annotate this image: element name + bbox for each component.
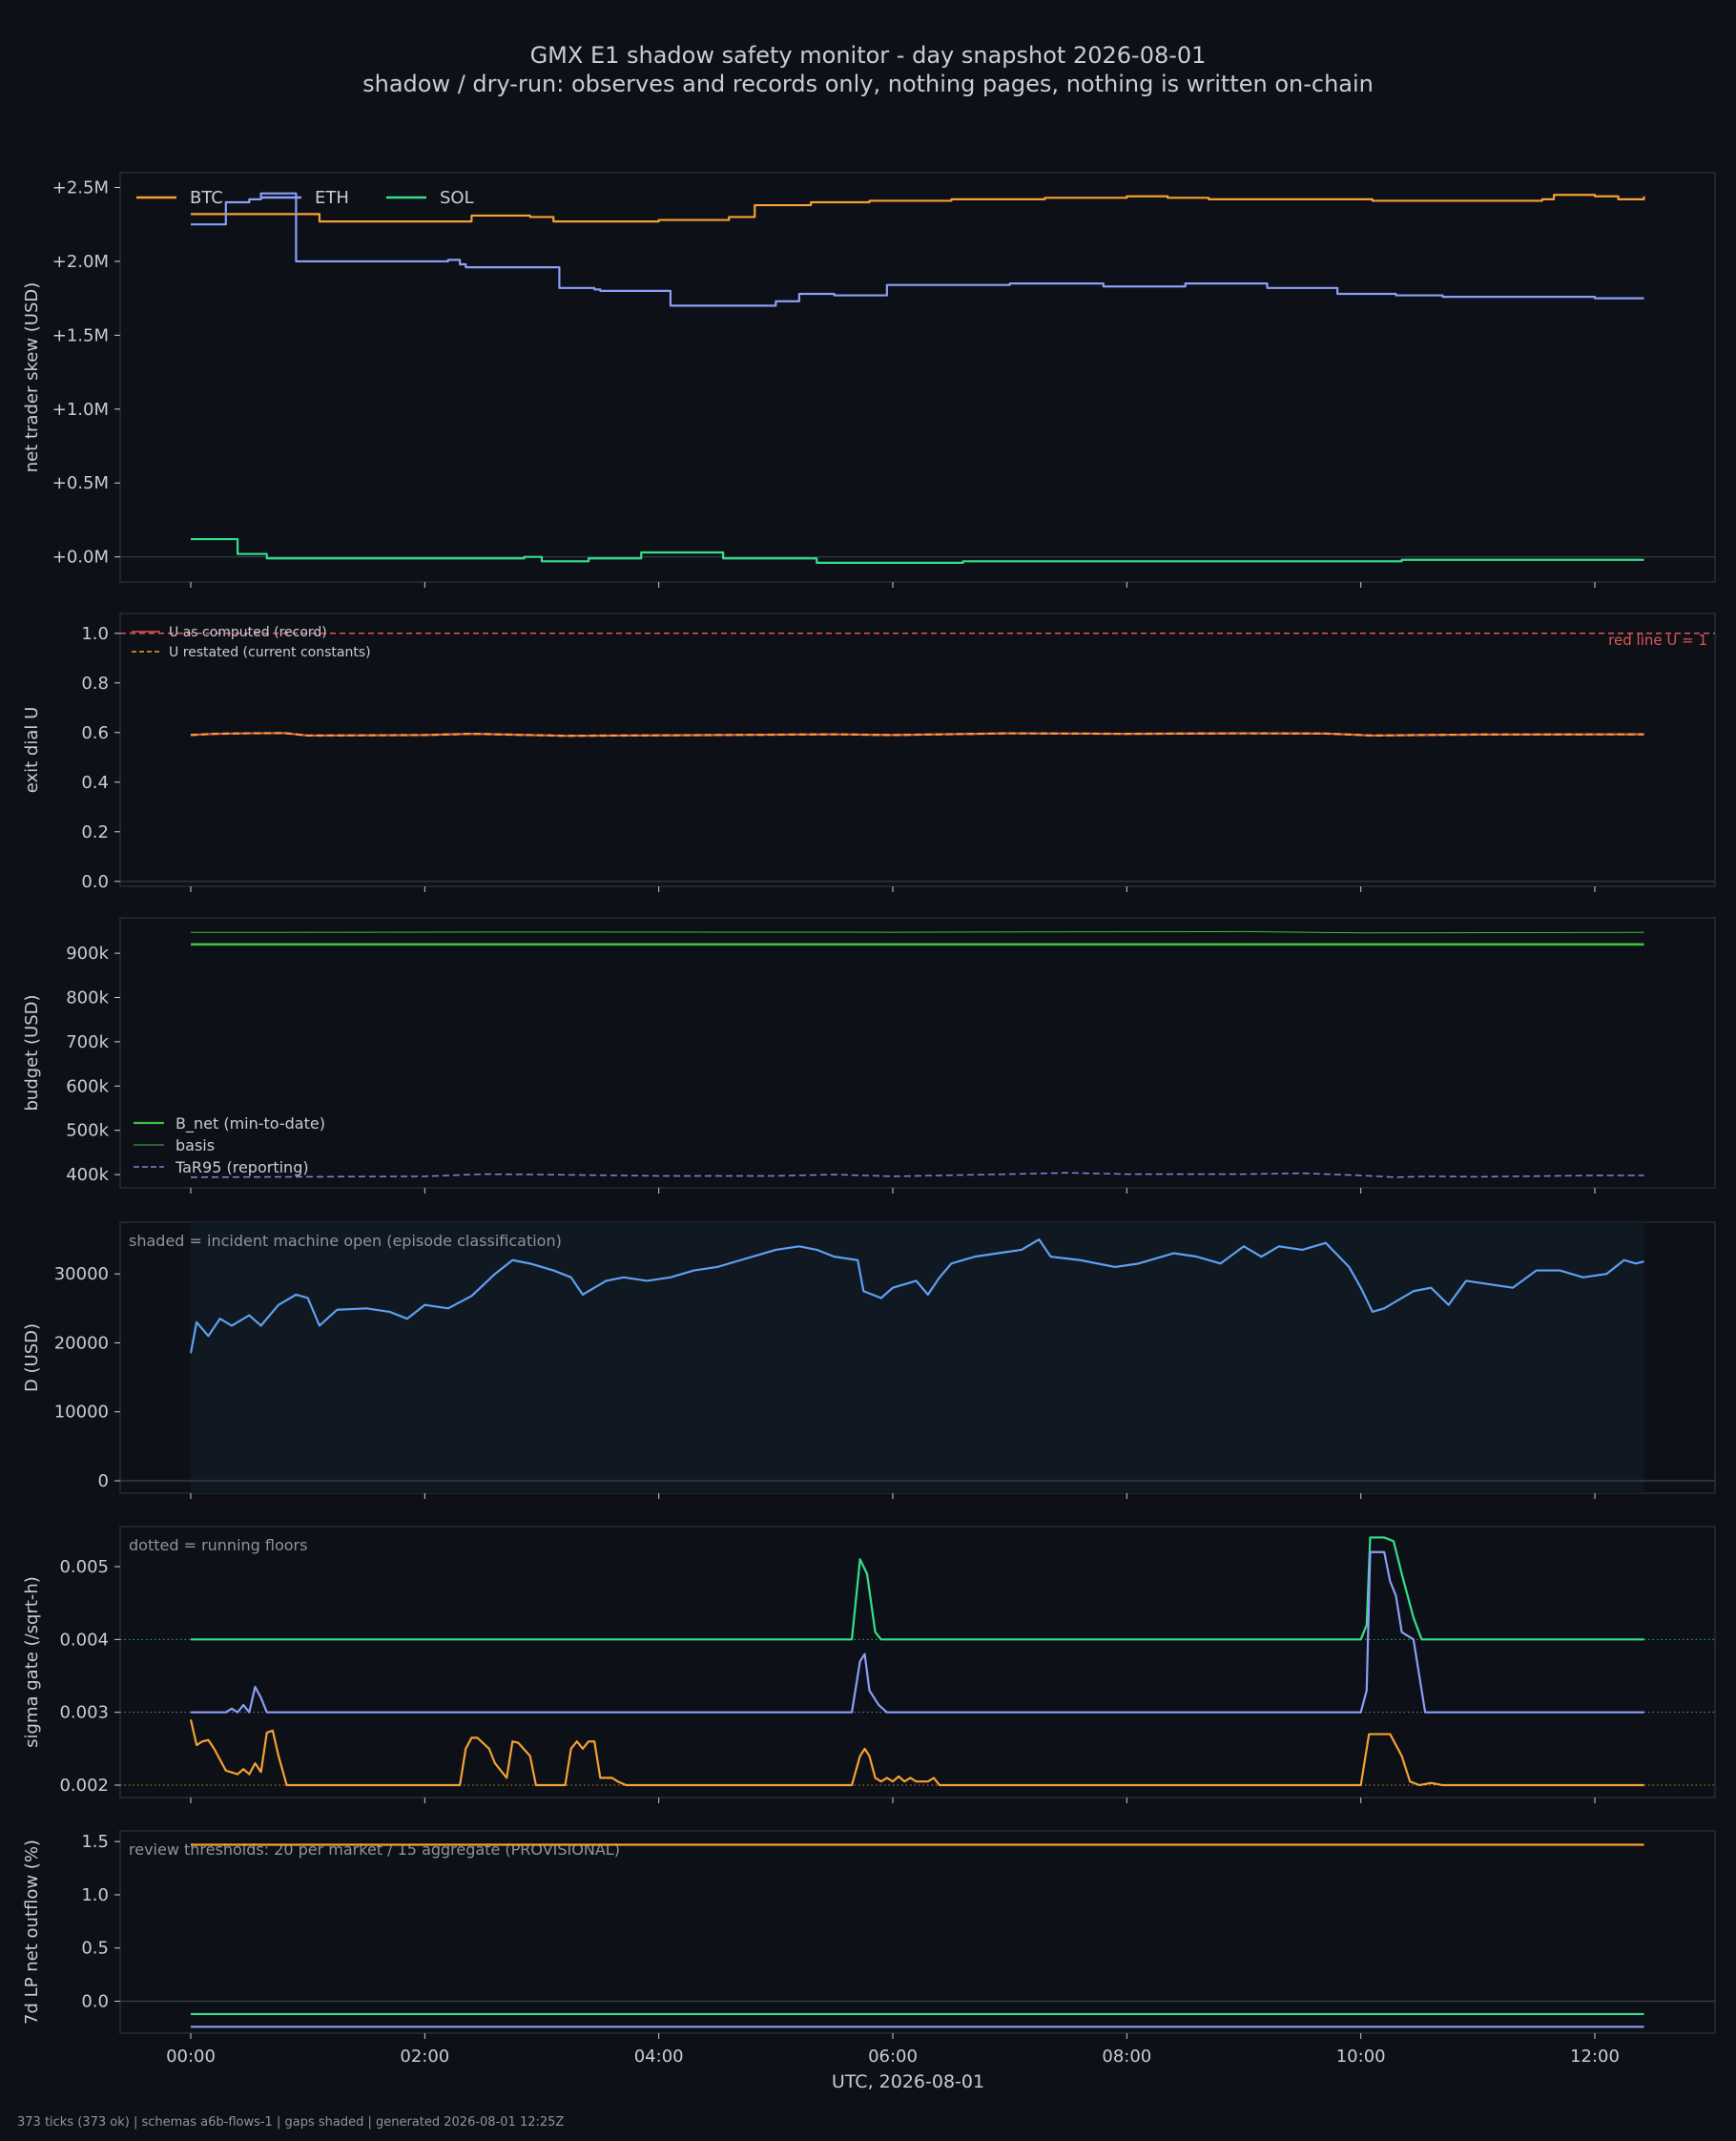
y-tick-label: 0.8: [81, 674, 109, 694]
y-tick-label: 800k: [66, 988, 109, 1008]
series-eth-line: [191, 1550, 1644, 1714]
y-tick-label: 1.5: [81, 1832, 109, 1852]
y-tick-label: +2.5M: [52, 177, 109, 197]
panel-frame: [119, 917, 1716, 1189]
y-tick-label: +2.0M: [52, 252, 109, 272]
series-btc-line: [191, 194, 1645, 223]
legend-label: B_net (min-to-date): [176, 1114, 325, 1133]
y-tick-label: 0.6: [81, 723, 109, 743]
x-tick-label: 06:00: [868, 2047, 918, 2067]
y-axis-label: exit dial U: [22, 707, 42, 794]
y-tick-label: 500k: [66, 1121, 109, 1141]
y-tick-label: +0.5M: [52, 473, 109, 493]
panel-frame: [119, 172, 1716, 583]
legend-label: ETH: [315, 188, 349, 208]
x-tick-label: 10:00: [1336, 2047, 1386, 2067]
panel-1: +0.0M +0.5M +1.0M +1.5M +2.0M +2.5M net trader…: [22, 172, 1716, 588]
y-axis-label: sigma gate (/sqrt-h): [22, 1576, 42, 1748]
y-tick-label: 1.0: [81, 1885, 109, 1905]
panel-frame: [119, 1830, 1716, 2034]
y-axis-label: net trader skew (USD): [22, 282, 42, 473]
figure-title: GMX E1 shadow safety monitor - day snaps…: [530, 42, 1207, 69]
series-sol-line: [191, 537, 1644, 564]
y-tick-label: 0.0: [81, 872, 109, 892]
panel-frame: [119, 613, 1716, 887]
x-tick-label: 02:00: [400, 2047, 449, 2067]
legend-label: U as computed (record): [169, 625, 327, 640]
panel-5: dotted = running floors 0.002 0.003 0.004 0.…: [22, 1526, 1716, 1803]
y-tick-label: 1.0: [81, 624, 109, 644]
series-btc-line: [189, 1719, 1644, 1787]
threshold-label: red line U = 1: [1608, 632, 1707, 649]
legend-label: U restated (current constants): [169, 645, 371, 660]
y-tick-label: +1.5M: [52, 325, 109, 345]
legend-label: SOL: [440, 188, 474, 208]
y-tick-label: 400k: [66, 1165, 109, 1185]
panel-frame: [119, 1526, 1716, 1798]
y-tick-label: 0.003: [59, 1703, 109, 1723]
legend-label: basis: [176, 1136, 215, 1154]
x-tick-label: 12:00: [1570, 2047, 1620, 2067]
y-tick-label: 0.004: [59, 1630, 109, 1650]
series-u-restated-current-constants--line: [190, 732, 1644, 738]
panel-3: 400k 500k 600k 700k 800k 900k budget (USD) B_ne…: [22, 917, 1716, 1194]
panel-annotation: dotted = running floors: [129, 1536, 307, 1554]
y-tick-label: 0.2: [81, 822, 109, 842]
y-tick-label: 600k: [66, 1076, 109, 1096]
y-tick-label: 20000: [54, 1333, 109, 1353]
y-tick-label: 0.002: [59, 1776, 109, 1796]
y-tick-label: 10000: [54, 1403, 109, 1423]
series-basis-line: [190, 930, 1644, 934]
x-axis-label: UTC, 2026-08-01: [832, 2071, 984, 2092]
legend-label: TaR95 (reporting): [175, 1158, 309, 1176]
y-tick-label: 0.4: [81, 773, 109, 793]
footer-status: 373 ticks (373 ok) | schemas a6b-flows-1…: [17, 2115, 564, 2130]
panel-2: red line U = 1 0.0 0.2 0.4 0.6 0.8 1.0 exit dia…: [22, 613, 1716, 892]
legend-label: BTC: [190, 188, 223, 208]
y-tick-label: +0.0M: [52, 548, 109, 568]
series-d-line: [189, 1237, 1644, 1354]
series-eth-line: [191, 192, 1644, 307]
chart-panels: +0.0M +0.5M +1.0M +1.5M +2.0M +2.5M net trader…: [22, 172, 1716, 2092]
series-tar95-reporting--line: [190, 1172, 1644, 1178]
y-tick-label: 0.005: [59, 1557, 109, 1577]
y-tick-label: 900k: [66, 944, 109, 964]
y-tick-label: 0.5: [81, 1939, 109, 1959]
x-tick-label: 00:00: [166, 2047, 216, 2067]
y-tick-label: +1.0M: [52, 400, 109, 420]
y-axis-label: budget (USD): [22, 994, 42, 1111]
y-axis-label: 7d LP net outflow (%): [22, 1840, 42, 2025]
figure-subtitle: shadow / dry-run: observes and records o…: [362, 71, 1374, 97]
shaded-incident-region: [191, 1222, 1644, 1493]
panel-annotation: shaded = incident machine open (episode …: [129, 1232, 562, 1250]
y-tick-label: 30000: [54, 1264, 109, 1284]
x-tick-label: 08:00: [1102, 2047, 1151, 2067]
y-tick-label: 0: [98, 1471, 109, 1491]
x-tick-label: 04:00: [634, 2047, 684, 2067]
y-axis-label: D (USD): [22, 1323, 42, 1392]
series-sol-line: [191, 1536, 1644, 1641]
y-tick-label: 700k: [66, 1032, 109, 1052]
panel-annotation: review thresholds: 20 per market / 15 ag…: [129, 1840, 620, 1859]
panel-4: shaded = incident machine open (episode …: [22, 1221, 1716, 1499]
panel-6: review thresholds: 20 per market / 15 ag…: [22, 1830, 1716, 2092]
y-tick-label: 0.0: [81, 1992, 109, 2012]
